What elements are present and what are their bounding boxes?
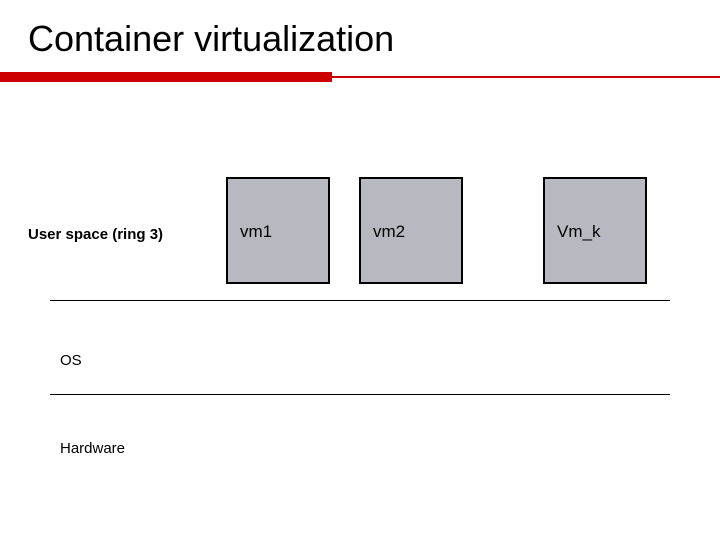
label-hardware: Hardware — [60, 440, 125, 457]
slide-root: { "title": { "text": "Container virtuali… — [0, 0, 720, 540]
vm-box-2-label: vm2 — [373, 222, 405, 242]
separator-line-1 — [50, 300, 670, 301]
vm-box-k-label: Vm_k — [557, 222, 600, 242]
page-title: Container virtualization — [28, 18, 394, 60]
title-underline-thin — [332, 76, 720, 78]
label-user-space: User space (ring 3) — [28, 226, 163, 243]
label-os: OS — [60, 352, 82, 369]
vm-box-1-label: vm1 — [240, 222, 272, 242]
separator-line-2 — [50, 394, 670, 395]
title-underline-thick — [0, 72, 332, 82]
